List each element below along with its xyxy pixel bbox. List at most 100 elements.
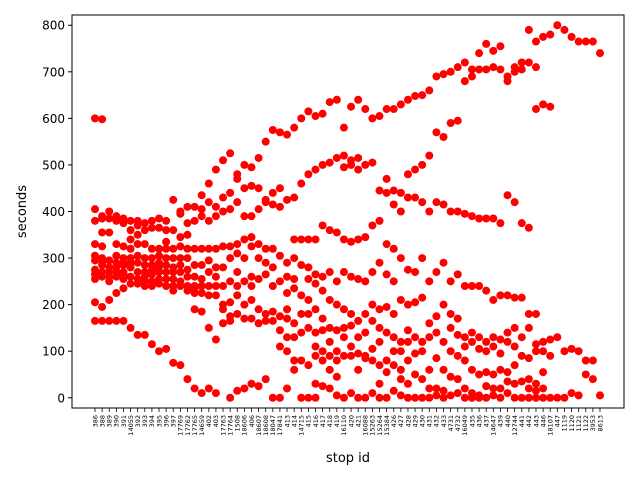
data-point (98, 302, 107, 311)
data-point (297, 291, 306, 300)
x-tick-label: 416 (312, 415, 320, 427)
data-point (197, 244, 206, 253)
data-point (482, 382, 491, 391)
data-point (411, 193, 420, 202)
data-point (105, 228, 114, 237)
data-point (396, 254, 405, 263)
data-point (389, 244, 398, 253)
data-point (347, 237, 356, 246)
data-point (119, 316, 128, 325)
data-point (382, 240, 391, 249)
data-point (581, 356, 590, 365)
x-tick-label: 16088 (362, 415, 370, 436)
data-point (382, 188, 391, 197)
data-point (297, 356, 306, 365)
data-point (304, 263, 313, 272)
data-point (268, 126, 277, 135)
data-point (347, 272, 356, 281)
data-point (389, 309, 398, 318)
data-point (275, 393, 284, 402)
x-tick-label: 15263 (369, 415, 377, 436)
data-point (432, 72, 441, 81)
data-point (204, 323, 213, 332)
x-tick-label: 435 (468, 415, 476, 427)
data-point (155, 279, 164, 288)
data-point (162, 344, 171, 353)
data-point (247, 272, 256, 281)
data-point (460, 384, 469, 393)
data-point (133, 279, 142, 288)
data-point (389, 386, 398, 395)
data-point (446, 347, 455, 356)
data-point (475, 333, 484, 342)
data-point (275, 326, 284, 335)
data-point (112, 240, 121, 249)
data-point (140, 226, 149, 235)
data-point (133, 240, 142, 249)
data-point (496, 335, 505, 344)
data-point (91, 240, 99, 249)
data-point (169, 275, 178, 284)
data-point (475, 65, 484, 74)
data-point (311, 270, 320, 279)
data-point (361, 233, 370, 242)
x-tick-label: 428 (404, 415, 412, 427)
data-point (496, 291, 505, 300)
data-point (211, 291, 220, 300)
data-point (275, 312, 284, 321)
data-point (304, 170, 313, 179)
data-point (318, 382, 327, 391)
data-point (439, 337, 448, 346)
data-point (98, 214, 107, 223)
data-point (325, 323, 334, 332)
data-point (354, 95, 363, 104)
data-point (375, 337, 384, 346)
data-point (325, 268, 334, 277)
data-point (311, 279, 320, 288)
data-point (176, 268, 185, 277)
data-point (204, 216, 213, 225)
data-point (247, 163, 256, 172)
data-point (147, 254, 156, 263)
data-point (418, 91, 427, 100)
data-point (183, 254, 192, 263)
data-point (240, 184, 249, 193)
data-point (119, 242, 128, 251)
data-point (503, 337, 512, 346)
data-point (389, 105, 398, 114)
data-point (91, 298, 99, 307)
data-point (347, 389, 356, 398)
data-point (531, 347, 540, 356)
data-point (396, 100, 405, 109)
data-point (247, 282, 256, 291)
data-point (162, 268, 171, 277)
data-point (439, 365, 448, 374)
x-tick-label: 8613 (596, 415, 604, 432)
data-point (169, 286, 178, 295)
data-point (382, 393, 391, 402)
data-point (453, 314, 462, 323)
data-point (496, 393, 505, 402)
data-point (347, 102, 356, 111)
data-point (162, 216, 171, 225)
data-point (460, 342, 469, 351)
data-point (403, 265, 412, 274)
data-point (176, 282, 185, 291)
data-point (531, 393, 540, 402)
data-point (375, 323, 384, 332)
data-point (219, 305, 228, 314)
data-point (91, 316, 99, 325)
data-point (496, 349, 505, 358)
data-point (467, 72, 476, 81)
data-point (489, 342, 498, 351)
data-point (211, 165, 220, 174)
y-axis: 0 100 200 300 400 500 600 700 800 (42, 19, 72, 405)
data-point (539, 100, 548, 109)
data-point (140, 240, 149, 249)
data-point (361, 309, 370, 318)
data-point (247, 181, 256, 190)
data-point (347, 309, 356, 318)
data-point (155, 223, 164, 232)
x-tick-label: 439 (497, 415, 505, 427)
data-point (467, 365, 476, 374)
